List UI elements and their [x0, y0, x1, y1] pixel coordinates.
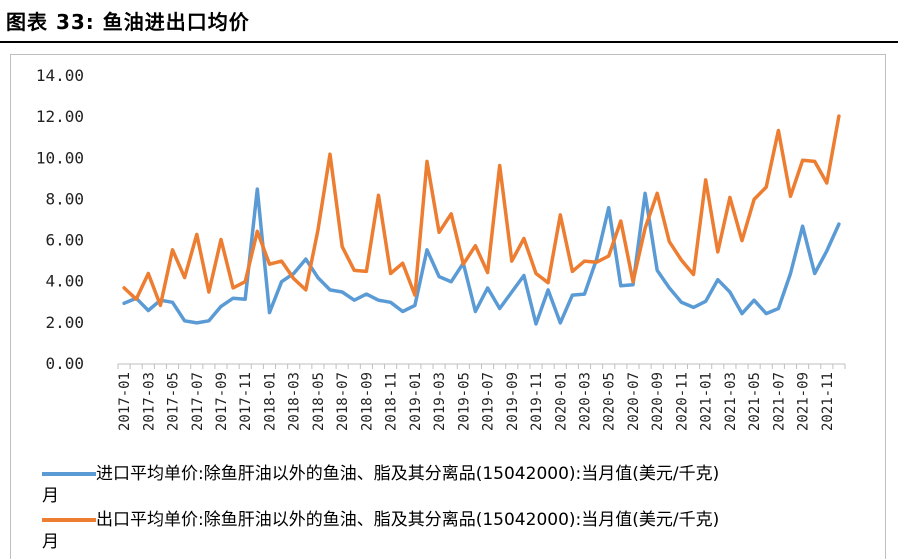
chart-frame — [10, 54, 886, 559]
y-tick-label: 8.00 — [45, 189, 84, 208]
x-tick-label: 2020-03 — [577, 372, 593, 431]
title-rule — [0, 41, 898, 43]
x-tick-label: 2019-03 — [432, 372, 448, 431]
x-tick-label: 2018-05 — [311, 372, 327, 431]
y-tick-label: 6.00 — [45, 231, 84, 250]
x-tick-label: 2017-03 — [141, 372, 157, 431]
x-tick-label: 2018-09 — [359, 372, 375, 431]
legend-label-export-cont: 月 — [42, 532, 59, 552]
x-tick-label: 2020-05 — [602, 372, 618, 431]
x-tick-label: 2017-11 — [238, 372, 254, 431]
x-tick-label: 2021-05 — [747, 372, 763, 431]
legend-swatch-export — [42, 518, 96, 522]
y-tick-label: 0.00 — [45, 354, 84, 373]
series-line-import — [122, 187, 841, 326]
y-tick-label: 2.00 — [45, 313, 84, 332]
line-chart: 0.00 2.00 4.00 6.00 8.00 10.00 12.00 14.00 2017-… — [36, 66, 846, 431]
x-tick-label: 2019-01 — [408, 372, 424, 431]
x-tick-label: 2019-05 — [456, 372, 472, 431]
series-line-export — [122, 114, 841, 308]
x-tick-label: 2021-09 — [796, 372, 812, 431]
x-tick-label: 2018-11 — [384, 372, 400, 431]
x-tick-label: 2019-07 — [481, 372, 497, 431]
legend-item-export: 出口平均单价:除鱼肝油以外的鱼油、脂及其分离品(15042000):当月值(美元… — [42, 509, 882, 553]
legend-swatch-import — [42, 472, 96, 476]
x-tick-label: 2021-11 — [820, 372, 836, 431]
y-tick-label: 14.00 — [36, 66, 84, 85]
x-tick-label: 2021-01 — [699, 372, 715, 431]
x-tick-label: 2018-07 — [335, 372, 351, 431]
legend-label-import: 进口平均单价:除鱼肝油以外的鱼油、脂及其分离品(15042000):当月值(美元… — [96, 464, 720, 484]
figure-title: 图表 33: 鱼油进出口均价 — [6, 10, 250, 34]
legend-label-export: 出口平均单价:除鱼肝油以外的鱼油、脂及其分离品(15042000):当月值(美元… — [96, 510, 720, 530]
legend-item-import: 进口平均单价:除鱼肝油以外的鱼油、脂及其分离品(15042000):当月值(美元… — [42, 463, 882, 507]
x-tick-label: 2017-01 — [117, 372, 133, 431]
x-tick-label: 2017-05 — [166, 372, 182, 431]
x-tick-label: 2021-07 — [771, 372, 787, 431]
x-tick-label: 2017-09 — [214, 372, 230, 431]
x-tick-label: 2021-03 — [723, 372, 739, 431]
y-tick-label: 12.00 — [36, 107, 84, 126]
x-tick-label: 2020-01 — [553, 372, 569, 431]
x-tick-label: 2017-07 — [190, 372, 206, 431]
x-tick-label: 2020-09 — [650, 372, 666, 431]
y-tick-label: 10.00 — [36, 148, 84, 167]
legend-label-import-cont: 月 — [42, 486, 59, 506]
y-tick-label: 4.00 — [45, 272, 84, 291]
x-tick-label: 2020-11 — [674, 372, 690, 431]
x-tick-label: 2019-11 — [529, 372, 545, 431]
x-tick-label: 2018-03 — [287, 372, 303, 431]
x-tick-label: 2018-01 — [262, 372, 278, 431]
x-tick-label: 2020-07 — [626, 372, 642, 431]
x-tick-label: 2019-09 — [505, 372, 521, 431]
